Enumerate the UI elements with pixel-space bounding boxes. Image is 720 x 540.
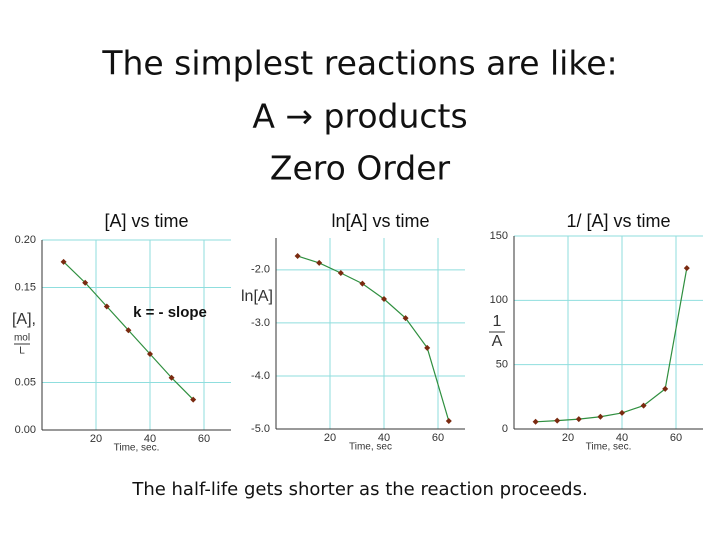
y-tick-label: 100	[490, 294, 508, 306]
plot-area	[276, 238, 465, 429]
data-point	[662, 385, 669, 392]
chart-title: [A] vs time	[104, 211, 188, 231]
y-axis-unit: L	[19, 346, 25, 357]
data-line	[297, 255, 450, 422]
data-point	[445, 418, 452, 425]
y-axis-label: A	[492, 333, 503, 350]
x-axis-label: Time, sec.	[586, 442, 632, 453]
x-tick-label: 60	[670, 432, 682, 444]
x-tick-label: 40	[144, 433, 156, 445]
x-axis-label: Time, sec	[349, 442, 392, 453]
data-point	[381, 296, 387, 303]
y-tick-label: 0.00	[15, 424, 36, 436]
data-point	[424, 344, 431, 351]
chart-title: 1/ [A] vs time	[566, 211, 670, 231]
x-tick-label: 20	[324, 432, 336, 444]
y-axis-label: [A],	[12, 311, 36, 328]
y-tick-label: -4.0	[251, 370, 270, 382]
data-point	[316, 259, 323, 266]
x-tick-label: 40	[378, 432, 390, 444]
data-point	[402, 315, 409, 322]
data-point	[532, 418, 539, 425]
y-tick-label: -2.0	[251, 264, 270, 276]
y-tick-label: 0.20	[15, 234, 36, 246]
x-tick-label: 20	[562, 432, 574, 444]
annotation: k = - slope	[133, 304, 207, 321]
slide-title: Zero Order	[270, 149, 451, 188]
x-tick-label: 60	[432, 432, 444, 444]
charts: [A] vs time 0.00 0.05 0.15 0.20 20 40 60 Time, s…	[15, 211, 703, 454]
plot-area	[514, 236, 703, 429]
x-tick-label: 60	[198, 433, 210, 445]
data-point	[125, 327, 132, 334]
data-point	[554, 417, 561, 424]
data-point	[337, 270, 344, 277]
y-tick-label: 0.15	[15, 281, 36, 293]
slide-title: A → products	[252, 97, 467, 136]
data-point	[294, 253, 301, 260]
data-point	[597, 413, 604, 420]
y-tick-label: 0	[502, 423, 508, 435]
caption: The half-life gets shorter as the reacti…	[131, 479, 587, 500]
y-tick-label: -5.0	[251, 423, 270, 435]
x-tick-label: 40	[616, 432, 628, 444]
data-point	[359, 280, 366, 287]
data-point	[82, 279, 89, 286]
y-tick-label: 50	[496, 359, 508, 371]
data-point	[619, 409, 625, 416]
y-tick-label: 0.05	[15, 376, 36, 388]
data-point	[575, 416, 582, 423]
data-point	[168, 374, 175, 381]
y-axis-label: ln[A]	[241, 288, 273, 305]
x-tick-label: 20	[90, 433, 102, 445]
data-point	[103, 303, 110, 310]
data-point	[640, 402, 647, 409]
y-tick-label: -3.0	[251, 317, 270, 329]
data-point	[190, 396, 197, 403]
y-axis-label: 1	[493, 313, 502, 330]
data-point	[683, 265, 690, 272]
data-point	[60, 258, 67, 265]
y-axis-unit: mol	[14, 333, 30, 344]
y-tick-label: 150	[490, 230, 508, 242]
slide-title: The simplest reactions are like:	[101, 44, 617, 83]
chart-title: ln[A] vs time	[331, 211, 429, 231]
x-axis-label: Time, sec.	[114, 443, 160, 454]
data-line	[535, 268, 688, 423]
data-point	[147, 351, 153, 357]
